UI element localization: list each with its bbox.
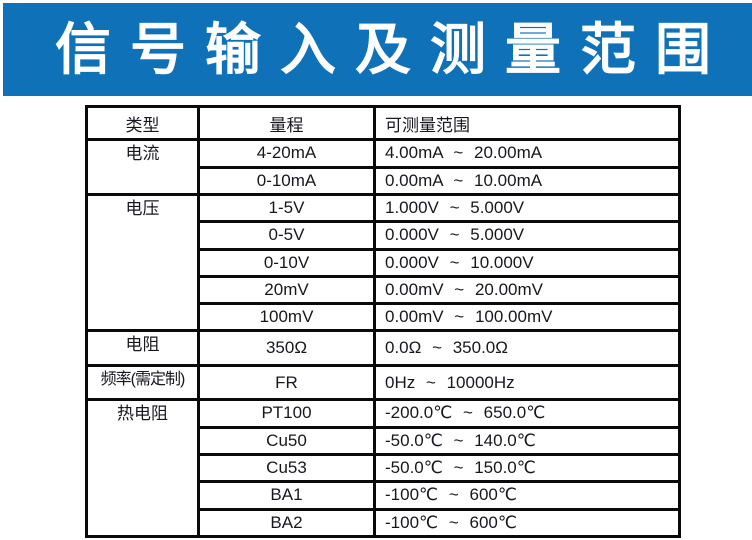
measurable-cell: 0Hz ~ 10000Hz [373, 363, 681, 402]
col-header-range: 量程 [197, 104, 376, 142]
table-row: 频率(需定制) FR 0Hz ~ 10000Hz [85, 363, 681, 402]
measurable-cell: 1.000V ~ 5.000V [373, 192, 681, 224]
range-cell: 0-5V [197, 220, 376, 251]
col-header-measurable: 可测量范围 [373, 104, 681, 142]
type-cell-current: 电流 [85, 138, 200, 196]
measurable-cell: 0.00mV ~ 100.00mV [373, 302, 681, 333]
range-cell: BA1 [197, 480, 376, 511]
range-cell: Cu53 [197, 452, 376, 484]
page-title: 信号输入及测量范围 [55, 17, 730, 81]
type-cell-rtd: 热电阻 [85, 398, 200, 538]
range-cell: 20mV [197, 274, 376, 306]
range-cell: 350Ω [197, 329, 376, 367]
title-banner: 信号输入及测量范围 [3, 3, 752, 96]
measurable-cell: -200.0℃ ~ 650.0℃ [373, 398, 681, 429]
col-header-type: 类型 [85, 104, 200, 142]
table-row: 20mV 0.00mV ~ 20.00mV [87, 274, 681, 306]
type-label: 电流 [125, 144, 160, 164]
range-cell: 0-10mA [197, 165, 376, 196]
measurable-cell: -100℃ ~ 600℃ [373, 480, 681, 511]
range-cell: FR [197, 363, 376, 402]
table-row: 0-5V 0.000V ~ 5.000V [87, 220, 681, 251]
type-label: 电阻 [125, 335, 160, 355]
table-row: 100mV 0.00mV ~ 100.00mV [87, 302, 681, 333]
measurable-cell: 0.000V ~ 5.000V [373, 220, 681, 251]
range-cell: 1-5V [197, 192, 376, 224]
measurable-cell: 0.000V ~ 10.000V [373, 247, 681, 278]
range-cell: 0-10V [197, 247, 376, 278]
measurable-cell: 0.00mV ~ 20.00mV [373, 274, 681, 306]
table-header-row: 类型 量程 可测量范围 [85, 104, 681, 142]
table-row: Cu53 -50.0℃ ~ 150.0℃ [87, 452, 681, 484]
type-label: 电压 [125, 198, 160, 218]
measurable-cell: -100℃ ~ 600℃ [373, 507, 681, 539]
table-row: 电压 1-5V 1.000V ~ 5.000V [85, 192, 681, 333]
range-cell: 100mV [197, 302, 376, 333]
measurable-cell: -50.0℃ ~ 140.0℃ [373, 425, 681, 456]
range-cell: BA2 [197, 507, 376, 539]
type-cell-frequency: 频率(需定制) [85, 363, 200, 402]
table-row: Cu50 -50.0℃ ~ 140.0℃ [87, 425, 681, 456]
type-cell-resistance: 电阻 [85, 329, 200, 367]
range-cell: 4-20mA [197, 138, 376, 169]
table-row: BA1 -100℃ ~ 600℃ [87, 480, 681, 511]
signal-range-table: 类型 量程 可测量范围 电流 4-20mA 4.00mA ~ 20.00mA 0… [85, 104, 681, 539]
type-cell-voltage: 电压 [85, 192, 200, 333]
table-row: BA2 -100℃ ~ 600℃ [87, 507, 681, 539]
measurable-cell: -50.0℃ ~ 150.0℃ [373, 452, 681, 484]
type-label: 热电阻 [117, 404, 168, 424]
table-row: 电阻 350Ω 0.0Ω ~ 350.0Ω [85, 329, 681, 367]
measurable-cell: 0.0Ω ~ 350.0Ω [373, 329, 681, 367]
measurable-cell: 0.00mA ~ 10.00mA [373, 165, 681, 196]
range-cell: Cu50 [197, 425, 376, 456]
range-cell: PT100 [197, 398, 376, 429]
type-label: 频率(需定制) [100, 370, 186, 388]
table-row: 电流 4-20mA 4.00mA ~ 20.00mA [85, 138, 681, 196]
table-row: 0-10V 0.000V ~ 10.000V [87, 247, 681, 278]
table-row: 0-10mA 0.00mA ~ 10.00mA [87, 165, 681, 196]
measurable-cell: 4.00mA ~ 20.00mA [373, 138, 681, 169]
table-row: 热电阻 PT100 -200.0℃ ~ 650.0℃ [85, 398, 681, 538]
